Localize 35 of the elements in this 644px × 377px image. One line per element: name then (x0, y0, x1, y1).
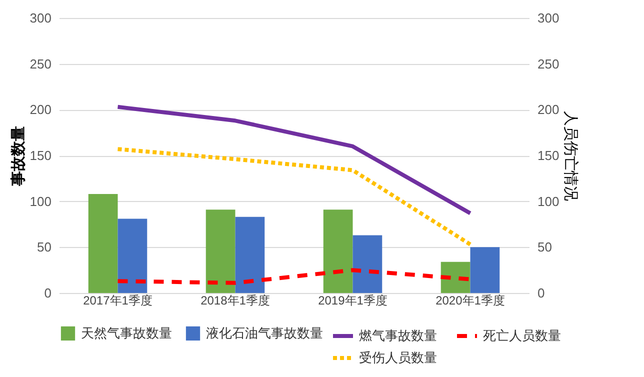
y-tick-label: 300 (30, 10, 52, 26)
y-tick-label: 50 (37, 240, 52, 255)
y-tick-label: 250 (30, 56, 52, 72)
y-tick-label: 100 (30, 194, 52, 209)
y2-axis-title: 人员伤亡情况 (562, 111, 580, 201)
y2-tick-label: 50 (538, 240, 552, 255)
bar (440, 262, 470, 293)
line-series (116, 104, 472, 216)
y2-tick-label: 150 (538, 148, 560, 163)
y-tick-label: 0 (44, 286, 52, 300)
y2-tick-label: 100 (538, 194, 560, 209)
x-tick-label: 2020年1季度 (436, 294, 505, 308)
y-tick-label: 150 (30, 148, 52, 163)
bar (470, 247, 500, 293)
y-axis-title: 事故数量 (10, 126, 27, 187)
y2-tick-label: 250 (538, 56, 560, 72)
bar (88, 194, 118, 293)
x-tick-label: 2017年1季度 (83, 294, 152, 308)
legend-label: 天然气事故数量 (81, 325, 172, 340)
x-tick-label: 2018年1季度 (200, 294, 270, 308)
y-tick-label: 200 (30, 102, 52, 118)
bar (118, 218, 148, 293)
line-series (116, 147, 472, 246)
y2-tick-label: 300 (538, 10, 560, 26)
y2-tick-label: 0 (538, 286, 545, 300)
legend-label: 液化石油气事故数量 (206, 325, 323, 340)
bar (235, 216, 265, 293)
legend-label: 燃气事故数量 (359, 328, 437, 343)
bar (323, 210, 353, 293)
x-tick-label: 2019年1季度 (318, 294, 388, 308)
bar (352, 235, 382, 293)
legend-label: 死亡人员数量 (483, 328, 561, 343)
y2-tick-label: 200 (538, 102, 560, 118)
legend-label: 受伤人员数量 (359, 350, 437, 365)
bar (206, 210, 236, 293)
